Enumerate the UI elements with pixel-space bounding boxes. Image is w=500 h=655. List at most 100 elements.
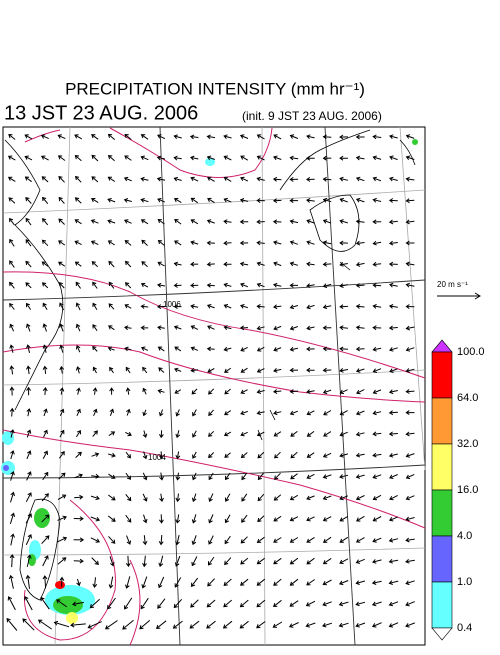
wind-arrow xyxy=(26,365,31,375)
graticule-major xyxy=(2,126,426,646)
wind-arrow xyxy=(405,134,415,139)
wind-arrow xyxy=(289,261,299,267)
wind-arrow xyxy=(93,408,98,417)
wind-arrow xyxy=(124,346,132,352)
wind-arrow xyxy=(273,347,282,352)
wind-arrow xyxy=(73,516,84,522)
wind-arrow xyxy=(256,198,265,204)
wind-arrow xyxy=(189,620,200,629)
wind-arrow xyxy=(239,261,249,267)
wind-arrow xyxy=(107,133,116,140)
wind-arrow xyxy=(90,537,101,543)
wind-arrow xyxy=(273,410,282,416)
wind-arrow xyxy=(256,261,265,267)
wind-arrow xyxy=(388,452,398,458)
wind-arrow xyxy=(355,537,365,543)
wind-arrow xyxy=(289,389,299,394)
wind-arrow xyxy=(224,367,232,373)
wind-arrow xyxy=(174,555,181,567)
grid-line xyxy=(2,464,426,479)
wind-arrow xyxy=(305,176,315,182)
wind-arrow xyxy=(25,344,31,354)
wind-arrow xyxy=(224,472,231,481)
wind-arrow xyxy=(91,134,99,140)
colorbar-segment xyxy=(431,397,453,445)
wind-arrow xyxy=(90,495,100,501)
wind-arrow xyxy=(123,198,132,203)
wind-arrow xyxy=(224,452,231,458)
wind-arrow xyxy=(322,495,332,501)
wind-arrow xyxy=(322,325,332,331)
wind-arrow xyxy=(289,304,299,310)
wind-arrow xyxy=(405,240,415,246)
wind-arrow xyxy=(339,558,349,564)
wind-arrow xyxy=(173,261,182,267)
wind-arrow xyxy=(224,514,231,524)
wind-arrow xyxy=(273,431,282,437)
wind-arrow xyxy=(306,389,315,394)
wind-arrow xyxy=(74,261,82,267)
wind-arrow xyxy=(322,240,332,246)
wind-arrow xyxy=(272,621,283,628)
wind-arrow xyxy=(107,515,116,522)
wind-arrow xyxy=(157,346,165,352)
wind-arrow xyxy=(91,198,99,204)
precip-area xyxy=(3,465,9,471)
wind-arrow xyxy=(240,176,249,182)
wind-arrow xyxy=(256,282,265,288)
wind-arrow xyxy=(74,240,82,246)
wind-arrow xyxy=(223,578,232,586)
wind-arrow xyxy=(9,365,15,375)
wind-arrow xyxy=(289,557,299,565)
wind-arrow xyxy=(241,514,248,523)
wind-arrow xyxy=(273,389,282,394)
wind-arrow xyxy=(42,387,48,395)
wind-arrow xyxy=(322,579,332,586)
wind-arrow xyxy=(389,368,398,373)
wind-arrow xyxy=(58,261,66,267)
wind-arrow xyxy=(9,323,15,332)
wind-arrow xyxy=(158,514,164,524)
wind-arrow xyxy=(339,283,348,289)
wind-arrow xyxy=(41,261,49,267)
wind-arrow xyxy=(190,155,199,161)
wind-arrow xyxy=(190,325,199,330)
wind-arrow xyxy=(57,155,66,161)
wind-arrow xyxy=(91,473,100,479)
wind-arrow xyxy=(289,155,299,161)
wind-arrow xyxy=(107,597,116,610)
wind-arrow xyxy=(75,366,81,374)
wind-arrow xyxy=(322,536,332,543)
wind-arrow xyxy=(224,493,231,502)
wind-arrow xyxy=(371,601,382,607)
wind-arrow xyxy=(76,578,81,587)
wind-arrow xyxy=(388,198,398,203)
wind-arrow xyxy=(239,134,249,139)
wind-arrow xyxy=(107,155,115,162)
grid-line xyxy=(159,126,181,646)
wind-arrow xyxy=(208,514,214,524)
wind-arrow xyxy=(306,325,315,331)
wind-arrow xyxy=(26,554,32,567)
wind-arrow xyxy=(289,325,298,331)
wind-arrow xyxy=(74,473,83,479)
wind-arrow xyxy=(339,495,349,501)
wind-arrow xyxy=(109,387,115,395)
colorbar-segment xyxy=(431,535,453,583)
grid-line xyxy=(399,126,426,471)
wind-arrow xyxy=(405,537,415,543)
wind-arrow xyxy=(372,474,382,479)
wind-arrow xyxy=(273,240,282,246)
wind-arrow xyxy=(10,533,15,546)
init-time: (init. 9 JST 23 AUG. 2006) xyxy=(242,109,382,123)
wind-arrow xyxy=(208,493,214,503)
wind-arrow xyxy=(142,366,148,374)
wind-arrow xyxy=(223,599,233,608)
wind-arrow xyxy=(256,621,266,629)
valid-time: 13 JST 23 AUG. 2006 xyxy=(4,102,198,124)
precip-area xyxy=(34,508,50,528)
colorbar: 100.0 64.0 32.0 16.0 4.0 1.0 0.4 xyxy=(431,339,485,641)
wind-arrow xyxy=(206,134,216,140)
wind-arrow xyxy=(339,536,349,543)
wind-arrow xyxy=(9,553,15,568)
